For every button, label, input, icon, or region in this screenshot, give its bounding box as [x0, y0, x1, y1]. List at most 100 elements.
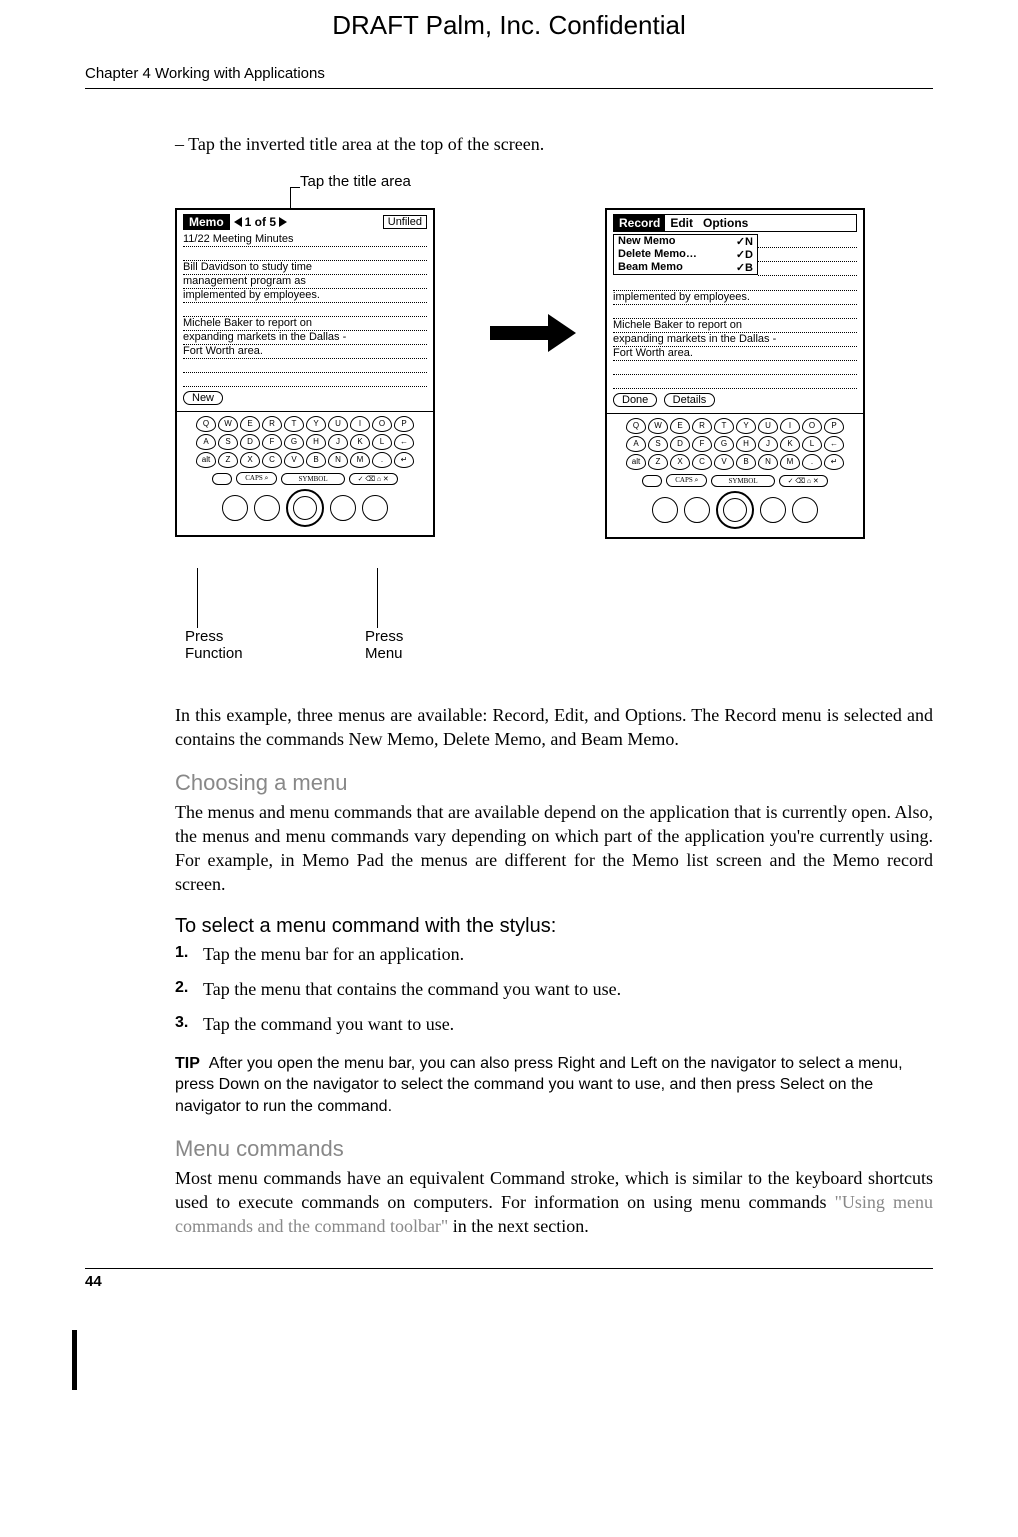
key[interactable]: S	[648, 436, 668, 452]
menu-cmd-new[interactable]: New Memo✓N	[614, 235, 757, 248]
key[interactable]: Y	[306, 416, 326, 432]
caps-key[interactable]: CAPS ⌕	[236, 472, 277, 485]
key[interactable]: F	[262, 434, 282, 450]
key[interactable]: ↵	[394, 452, 414, 468]
key[interactable]: D	[240, 434, 260, 450]
key[interactable]: H	[736, 436, 756, 452]
done-button[interactable]: Done	[613, 393, 657, 407]
memo-line[interactable]: Bill Davidson to study time	[183, 261, 427, 275]
key[interactable]: W	[218, 416, 238, 432]
key[interactable]: X	[240, 452, 260, 468]
key[interactable]: N	[758, 454, 778, 470]
memo-line[interactable]: expanding markets in the Dallas -	[613, 333, 857, 347]
key[interactable]: M	[350, 452, 370, 468]
memo-line[interactable]	[613, 305, 857, 319]
symbol-key[interactable]: SYMBOL	[711, 475, 774, 487]
key[interactable]: H	[306, 434, 326, 450]
key[interactable]: B	[306, 452, 326, 468]
nav-button[interactable]	[760, 497, 786, 523]
memo-line[interactable]	[183, 373, 427, 387]
key[interactable]: F	[692, 436, 712, 452]
key[interactable]: K	[780, 436, 800, 452]
category-picker[interactable]: Unfiled	[383, 215, 427, 229]
key[interactable]: E	[240, 416, 260, 432]
key[interactable]: O	[802, 418, 822, 434]
nav-button[interactable]	[792, 497, 818, 523]
key[interactable]: Y	[736, 418, 756, 434]
key[interactable]: K	[350, 434, 370, 450]
memo-line[interactable]: management program as	[183, 275, 427, 289]
nav-button[interactable]	[222, 495, 248, 521]
key[interactable]: .	[372, 452, 392, 468]
key[interactable]: N	[328, 452, 348, 468]
menu-record[interactable]: Record	[614, 215, 665, 231]
caps-key[interactable]: CAPS ⌕	[666, 474, 707, 487]
memo-line[interactable]: Fort Worth area.	[613, 347, 857, 361]
key[interactable]: B	[736, 454, 756, 470]
nav-button[interactable]	[652, 497, 678, 523]
menu-cmd-delete[interactable]: Delete Memo…✓D	[614, 248, 757, 261]
key[interactable]: J	[758, 436, 778, 452]
key[interactable]: T	[284, 416, 304, 432]
key[interactable]: V	[284, 452, 304, 468]
key[interactable]: X	[670, 454, 690, 470]
nav-button[interactable]	[330, 495, 356, 521]
memo-line[interactable]	[183, 303, 427, 317]
key[interactable]: A	[196, 434, 216, 450]
key[interactable]: P	[824, 418, 844, 434]
record-nav[interactable]: 1 of 5	[234, 215, 287, 229]
key[interactable]: ←	[824, 436, 844, 452]
key[interactable]: G	[284, 434, 304, 450]
key[interactable]: C	[262, 452, 282, 468]
key[interactable]: V	[714, 454, 734, 470]
nav-button[interactable]	[254, 495, 280, 521]
key[interactable]: U	[758, 418, 778, 434]
key[interactable]: S	[218, 434, 238, 450]
key[interactable]: R	[692, 418, 712, 434]
key[interactable]: L	[372, 434, 392, 450]
util-keys[interactable]: ✓ ⌫ ⌂ ✕	[779, 475, 828, 487]
fn-key[interactable]	[212, 473, 232, 485]
nav-center[interactable]	[716, 491, 754, 529]
key[interactable]: O	[372, 416, 392, 432]
menu-edit[interactable]: Edit	[665, 215, 698, 231]
key[interactable]: alt	[626, 454, 646, 470]
key[interactable]: I	[350, 416, 370, 432]
key[interactable]: U	[328, 416, 348, 432]
memo-line[interactable]: Michele Baker to report on	[183, 317, 427, 331]
key[interactable]: M	[780, 454, 800, 470]
key[interactable]: G	[714, 436, 734, 452]
nav-center[interactable]	[286, 489, 324, 527]
key[interactable]: ←	[394, 434, 414, 450]
memo-line[interactable]	[613, 361, 857, 375]
nav-button[interactable]	[684, 497, 710, 523]
key[interactable]: ↵	[824, 454, 844, 470]
key[interactable]: Z	[218, 452, 238, 468]
util-keys[interactable]: ✓ ⌫ ⌂ ✕	[349, 473, 398, 485]
memo-line[interactable]	[613, 277, 857, 291]
memo-line[interactable]: expanding markets in the Dallas -	[183, 331, 427, 345]
key[interactable]: R	[262, 416, 282, 432]
memo-line[interactable]: implemented by employees.	[183, 289, 427, 303]
key[interactable]: E	[670, 418, 690, 434]
next-icon[interactable]	[279, 217, 287, 227]
key[interactable]: W	[648, 418, 668, 434]
key[interactable]: L	[802, 436, 822, 452]
nav-button[interactable]	[362, 495, 388, 521]
memo-line[interactable]	[613, 375, 857, 389]
key[interactable]: I	[780, 418, 800, 434]
memo-line[interactable]: Fort Worth area.	[183, 345, 427, 359]
symbol-key[interactable]: SYMBOL	[281, 473, 344, 485]
memo-line[interactable]	[183, 359, 427, 373]
fn-key[interactable]	[642, 475, 662, 487]
memo-line[interactable]: implemented by employees.	[613, 291, 857, 305]
key[interactable]: .	[802, 454, 822, 470]
menu-cmd-beam[interactable]: Beam Memo✓B	[614, 261, 757, 274]
key[interactable]: Q	[626, 418, 646, 434]
key[interactable]: alt	[196, 452, 216, 468]
memo-line[interactable]: 11/22 Meeting Minutes	[183, 233, 427, 247]
key[interactable]: P	[394, 416, 414, 432]
key[interactable]: Z	[648, 454, 668, 470]
key[interactable]: C	[692, 454, 712, 470]
key[interactable]: J	[328, 434, 348, 450]
